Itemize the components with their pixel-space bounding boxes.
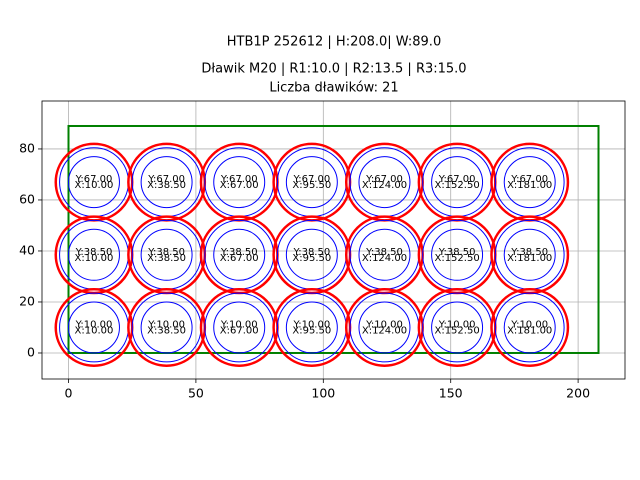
y-tick-label: 80 <box>19 140 35 155</box>
circle-label: Y:67.00 <box>292 174 330 185</box>
circle-label: X:152.50 <box>434 325 479 336</box>
circle-label: X:95.50 <box>292 253 331 264</box>
gland-circle <box>494 292 565 363</box>
x-tick-label: 150 <box>439 386 463 401</box>
gland-circle <box>213 301 266 354</box>
title-line: HTB1P 252612 | H:208.0| W:89.0 <box>227 35 441 50</box>
title-line: Liczba dławików: 21 <box>269 81 398 96</box>
circle-label: X:181.00 <box>507 253 552 264</box>
circle-label: Y:38.50 <box>75 247 113 258</box>
circle-label: Y:38.50 <box>438 247 476 258</box>
circle-label: X:95.50 <box>292 325 331 336</box>
circle-label: X:124.00 <box>362 253 407 264</box>
circle-label: Y:38.50 <box>292 247 330 258</box>
y-tick-label: 20 <box>19 293 35 308</box>
gland-circle <box>213 156 266 209</box>
circle-label: X:67.00 <box>220 325 259 336</box>
circle-label: Y:10.00 <box>438 319 476 330</box>
y-tick-label: 40 <box>19 242 35 257</box>
circle-label: Y:38.50 <box>147 247 185 258</box>
circle-label: Y:10.00 <box>147 319 185 330</box>
gland-circle <box>358 301 411 354</box>
circle-label: X:10.00 <box>75 325 114 336</box>
circle-label: X:38.50 <box>147 325 186 336</box>
circle-label: X:181.00 <box>507 180 552 191</box>
gland-circle <box>140 156 193 209</box>
gland-circle <box>140 228 193 281</box>
gland-circle <box>503 301 556 354</box>
circle-label: Y:67.00 <box>220 174 258 185</box>
x-tick-label: 100 <box>311 386 335 401</box>
gland-circle <box>358 228 411 281</box>
circle-label: Y:67.00 <box>365 174 403 185</box>
gland-circle <box>431 301 484 354</box>
gland-circle <box>358 156 411 209</box>
gland-circle <box>285 228 338 281</box>
circle-label: Y:67.00 <box>438 174 476 185</box>
circle-label: Y:38.50 <box>365 247 403 258</box>
circle-label: Y:10.00 <box>75 319 113 330</box>
gland-circle <box>503 156 556 209</box>
circle-label: Y:38.50 <box>220 247 258 258</box>
gland-circle <box>68 228 120 281</box>
gland-circle <box>431 228 484 281</box>
circle-label: Y:10.00 <box>365 319 403 330</box>
circle-label: Y:67.00 <box>147 174 185 185</box>
y-tick-label: 0 <box>27 344 35 359</box>
gland-circle <box>68 156 120 209</box>
circle-label: Y:10.00 <box>292 319 330 330</box>
x-tick-label: 200 <box>566 386 590 401</box>
circle-label: Y:67.00 <box>510 174 548 185</box>
circle-label: X:38.50 <box>147 253 186 264</box>
gland-circle <box>490 288 570 367</box>
circle-label: Y:38.50 <box>510 247 548 258</box>
gland-circle <box>213 228 266 281</box>
gland-circle <box>68 301 120 354</box>
gland-circle <box>285 301 338 354</box>
circle-label: X:67.00 <box>220 180 259 191</box>
circle-label: X:95.50 <box>292 180 331 191</box>
circle-label: X:181.00 <box>507 325 552 336</box>
circle-label: Y:10.00 <box>220 319 258 330</box>
y-tick-label: 60 <box>19 191 35 206</box>
circle-label: Y:10.00 <box>510 319 548 330</box>
circle-label: X:152.50 <box>434 253 479 264</box>
gland-circle <box>431 156 484 209</box>
gland-circle <box>140 301 193 354</box>
gland-circle <box>503 228 556 281</box>
x-tick-label: 50 <box>188 386 204 401</box>
plot-frame <box>41 100 626 380</box>
title-line: Dławik M20 | R1:10.0 | R2:13.5 | R3:15.0 <box>201 62 466 77</box>
circle-label: X:10.00 <box>75 180 114 191</box>
circle-label: X:124.00 <box>362 325 407 336</box>
circle-label: X:67.00 <box>220 253 259 264</box>
circle-label: X:152.50 <box>434 180 479 191</box>
circle-label: X:124.00 <box>362 180 407 191</box>
circle-label: Y:67.00 <box>75 174 113 185</box>
x-tick-label: 0 <box>65 386 73 401</box>
circle-label: X:10.00 <box>75 253 114 264</box>
circle-label: X:38.50 <box>147 180 186 191</box>
outline-rect <box>67 124 600 354</box>
gland-circle <box>285 156 338 209</box>
